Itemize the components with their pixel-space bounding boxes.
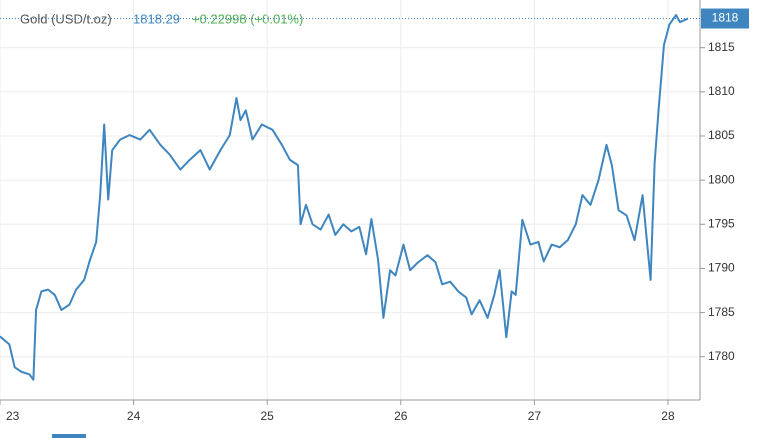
y-tick-label: 1785 [708, 305, 735, 319]
x-tick-label: 24 [127, 409, 141, 423]
y-tick-label: 1810 [708, 84, 735, 98]
chart-title: Gold (USD/t.oz) [20, 11, 112, 26]
scrollbar[interactable] [52, 434, 86, 438]
x-tick-label: 23 [6, 409, 20, 423]
y-tick-label: 1815 [708, 40, 735, 54]
change: +0.22998 (+0.01%) [192, 11, 303, 26]
y-tick-label: 1795 [708, 216, 735, 230]
last-price-label: 1818 [712, 11, 739, 25]
y-tick-label: 1780 [708, 349, 735, 363]
y-tick-label: 1800 [708, 172, 735, 186]
last-price-box [701, 8, 749, 29]
x-tick-label: 27 [528, 409, 542, 423]
y-tick-label: 1790 [708, 261, 735, 275]
price-line [0, 14, 689, 381]
x-tick-label: 26 [394, 409, 408, 423]
x-tick-label: 25 [261, 409, 275, 423]
x-tick-label: 28 [661, 409, 675, 423]
y-tick-label: 1805 [708, 128, 735, 142]
